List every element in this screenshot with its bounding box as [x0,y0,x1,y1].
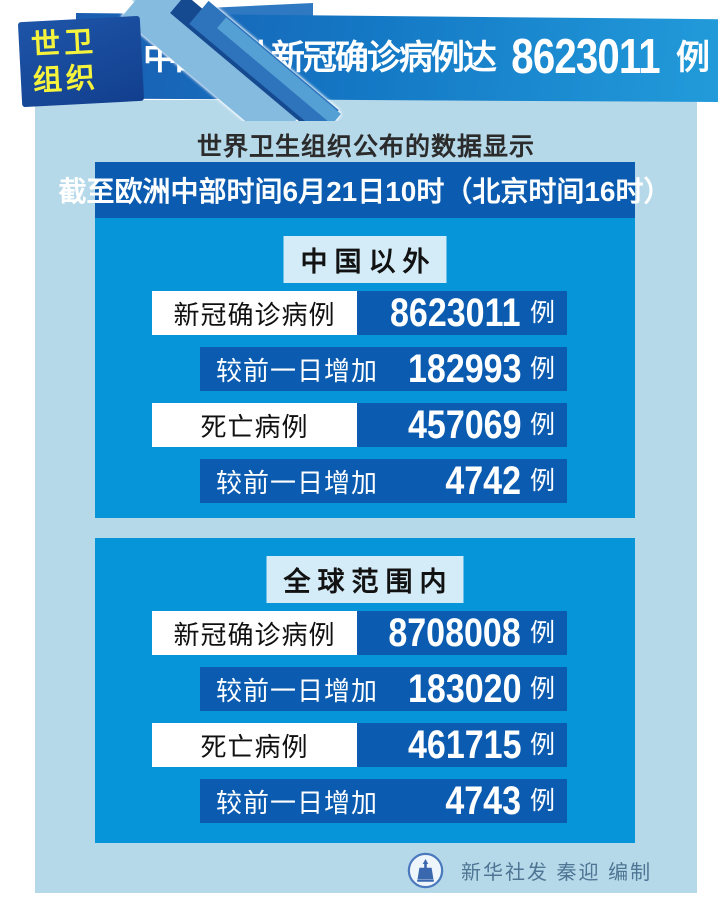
title-banner: 中国以外新冠确诊病例达 8623011 例 世卫 组织 [0,0,722,121]
row-value-box: 4742 例 [432,461,567,501]
subtitle-text: 世界卫生组织公布的数据显示 [196,133,535,161]
row-value-box: 461715 例 [357,723,567,767]
row-value: 461715 [407,723,521,767]
footer-credit: 新华社发 秦迎 编制 [407,852,652,889]
credit-text: 新华社发 秦迎 编制 [461,862,653,884]
row-label: 较前一日增加 [216,675,379,706]
who-badge-line2: 组织 [32,61,100,98]
table-row: 较前一日增加 4743 例 [200,779,567,823]
row-unit: 例 [529,466,555,495]
table-row: 死亡病例 457069 例 [152,403,567,447]
panel-global: 全球范围内 新冠确诊病例 8708008 例 较前一日增加 183020 例 死… [95,538,635,843]
page-title: 中国以外新冠确诊病例达 8623011 例 [143,33,710,82]
as-of-time-bar: 截至欧洲中部时间6月21日10时（北京时间16时） [59,162,672,218]
row-label: 新冠确诊病例 [152,291,357,335]
row-label: 死亡病例 [152,723,357,767]
title-prefix: 中国以外新冠确诊病例达 [142,39,497,77]
row-value-box: 8708008 例 [357,611,567,655]
table-row: 新冠确诊病例 8708008 例 [152,611,567,655]
light-blue-canvas: 世界卫生组织公布的数据显示 截至欧洲中部时间6月21日10时（北京时间16时） … [35,100,697,893]
row-value-box: 183020 例 [388,669,568,709]
row-unit: 例 [529,730,555,759]
row-value: 8623011 [390,291,521,335]
row-unit: 例 [529,298,555,327]
row-value-box: 457069 例 [357,403,567,447]
row-value: 182993 [407,347,521,391]
row-label: 新冠确诊病例 [152,611,357,655]
row-value: 4742 [445,459,521,503]
table-row: 较前一日增加 183020 例 [200,667,567,711]
title-suffix: 例 [676,39,710,77]
row-label: 较前一日增加 [216,787,379,818]
row-unit: 例 [529,674,555,703]
title-number: 8623011 [511,30,660,84]
row-label: 死亡病例 [152,403,357,447]
who-badge-line1: 世卫 [30,26,98,62]
panel-header-outside-china: 中国以外 [283,236,447,283]
as-of-time-text: 截至欧洲中部时间6月21日10时（北京时间16时） [58,176,672,207]
table-row: 较前一日增加 4742 例 [200,459,567,503]
row-unit: 例 [529,354,555,383]
row-value-box: 8623011 例 [357,291,567,335]
row-value-box: 4743 例 [432,781,567,821]
panel-outside-china: 中国以外 新冠确诊病例 8623011 例 较前一日增加 182993 例 死亡… [95,218,635,518]
xinhua-logo-icon [407,852,444,889]
table-row: 较前一日增加 182993 例 [200,347,567,391]
row-label: 较前一日增加 [216,467,379,498]
row-label: 较前一日增加 [216,355,379,386]
row-value: 183020 [407,667,521,711]
row-value: 8708008 [388,611,521,655]
row-unit: 例 [529,410,555,439]
row-value: 457069 [407,403,521,447]
row-unit: 例 [529,618,555,647]
table-row: 死亡病例 461715 例 [152,723,567,767]
panel-header-global: 全球范围内 [266,556,464,603]
row-value-box: 182993 例 [388,349,568,389]
row-value: 4743 [445,779,521,823]
who-badge: 世卫 组织 [17,15,145,108]
table-row: 新冠确诊病例 8623011 例 [152,291,567,335]
banner-bar: 中国以外新冠确诊病例达 8623011 例 [76,13,718,102]
row-unit: 例 [529,786,555,815]
